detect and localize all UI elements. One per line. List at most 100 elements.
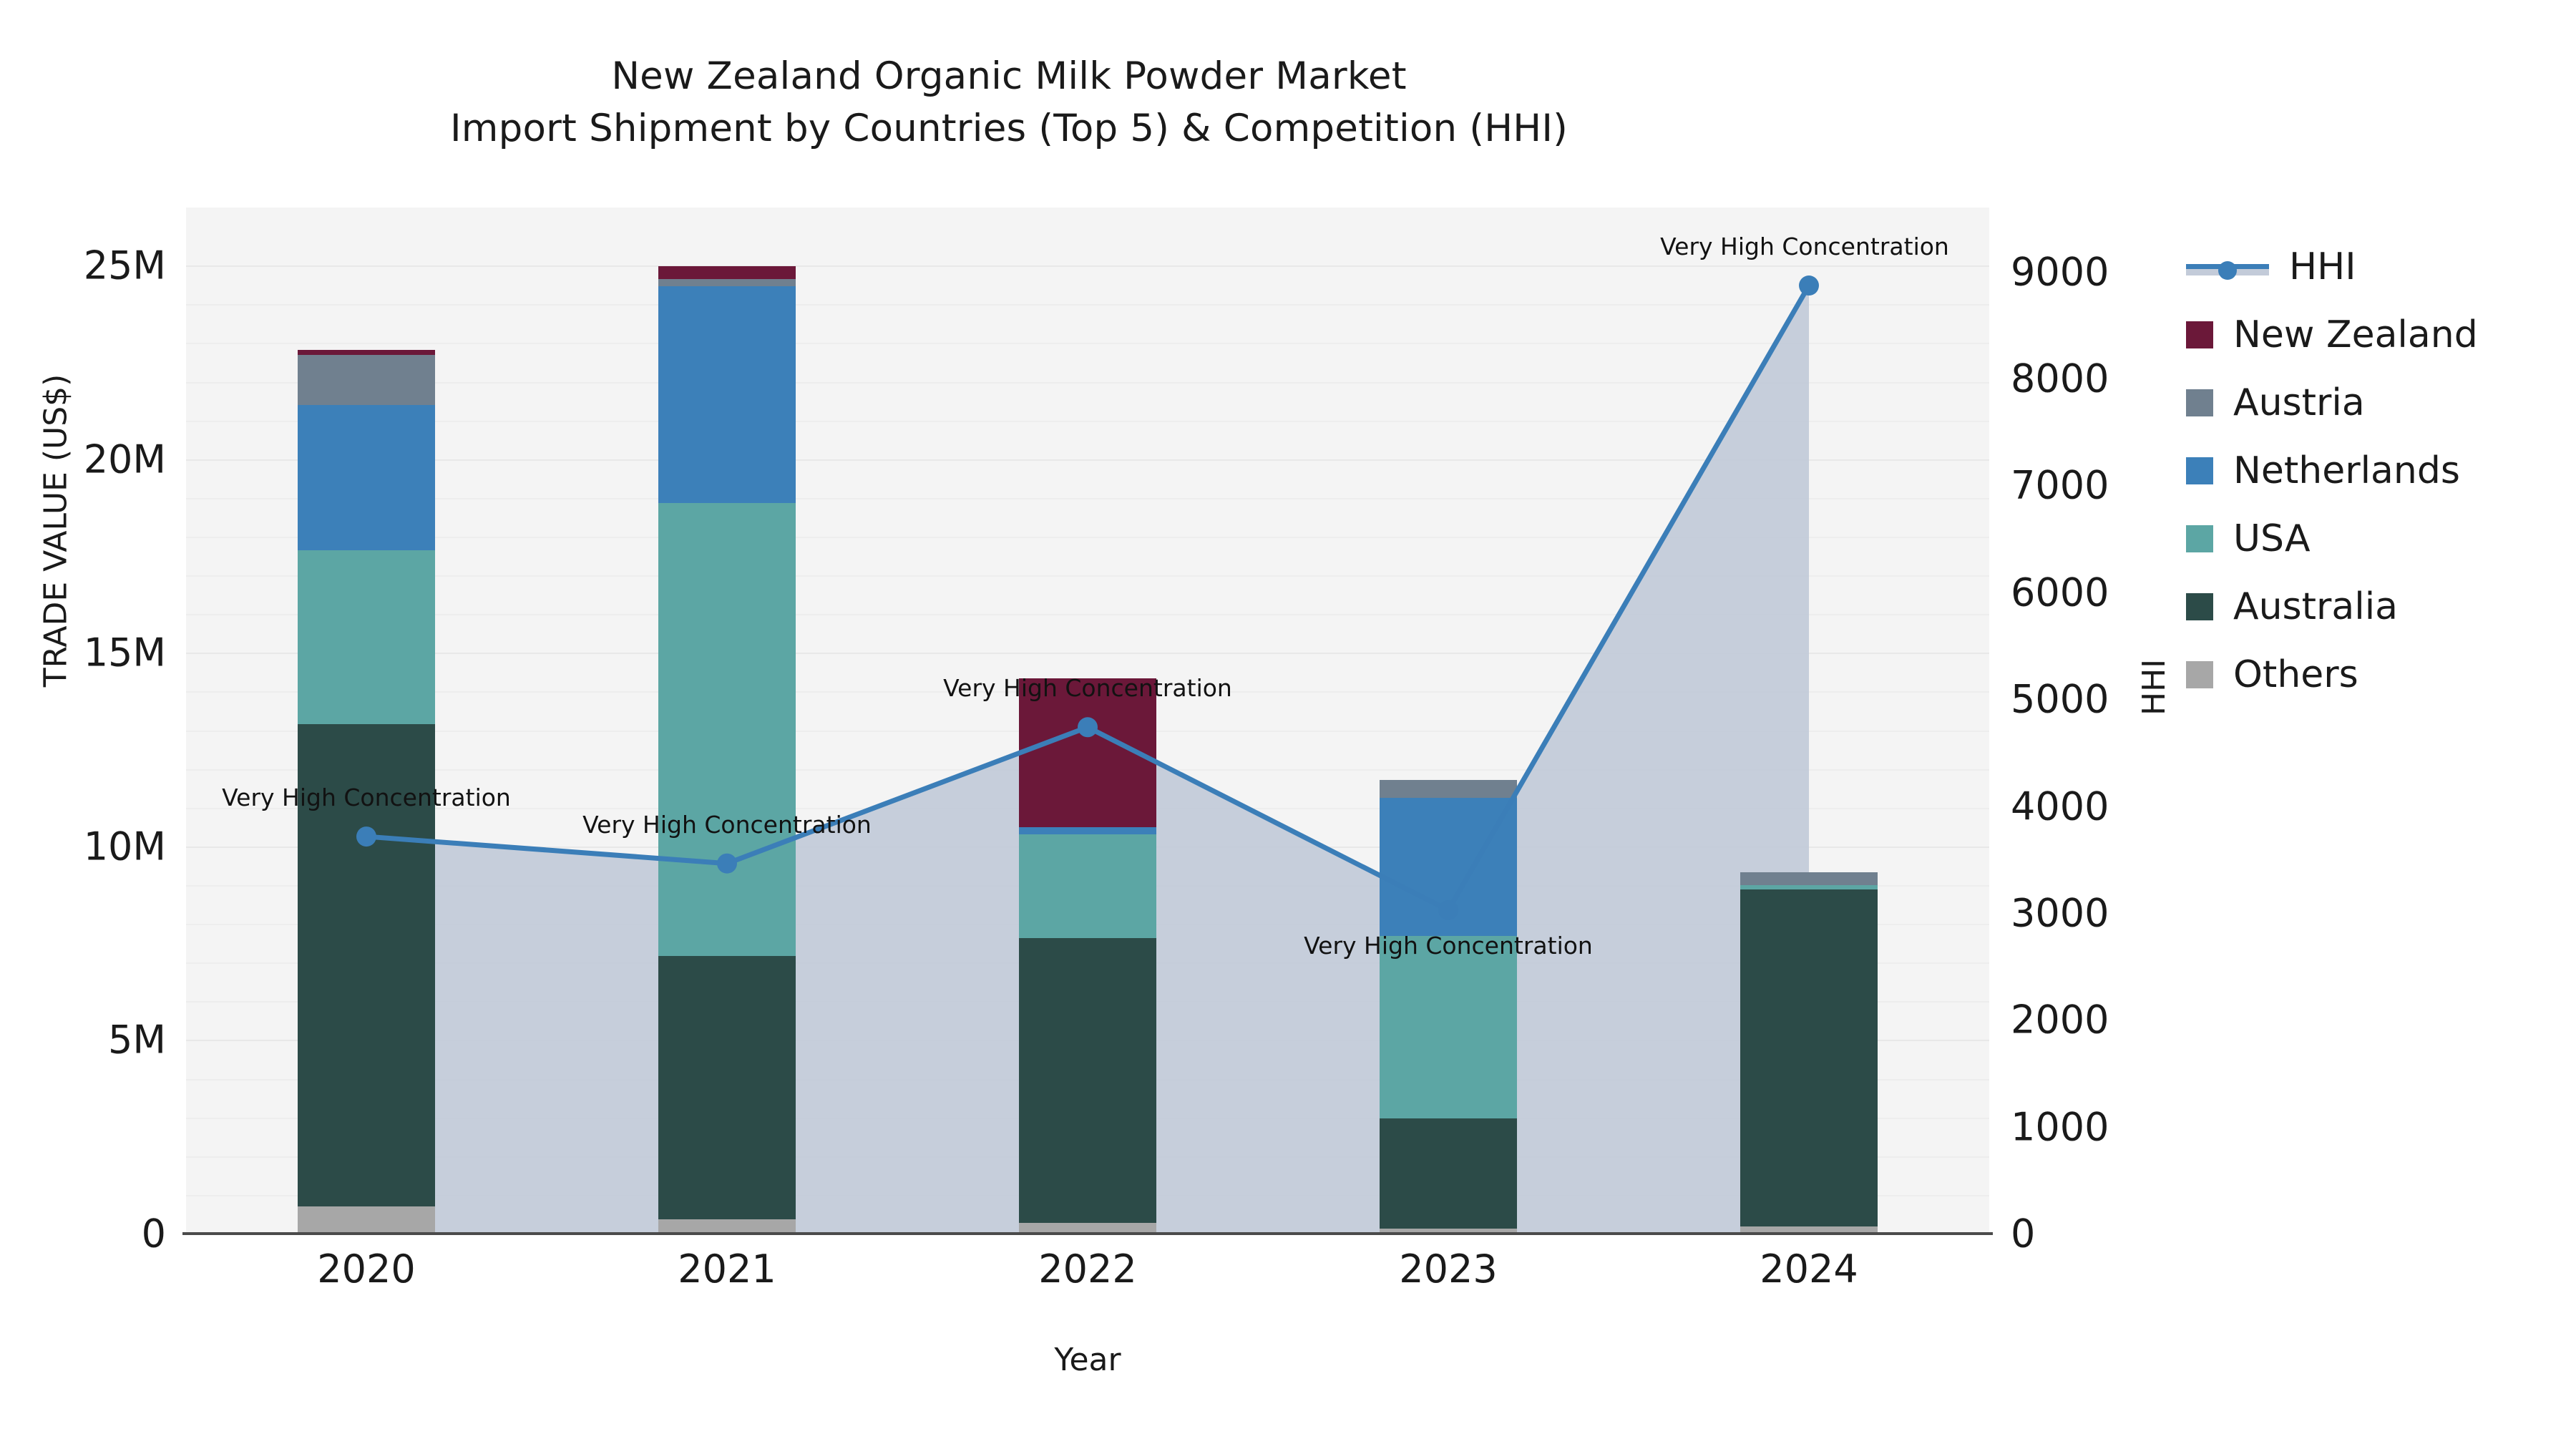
legend-swatch-icon	[2186, 592, 2213, 620]
bar-segment-australia-2020[interactable]	[298, 724, 435, 1207]
y-right-tick-3000: 3000	[2011, 890, 2109, 936]
bar-segment-austria-2023[interactable]	[1380, 779, 1517, 798]
x-tick-2023: 2023	[1399, 1246, 1498, 1292]
bar-group-2021[interactable]	[658, 208, 796, 1234]
bar-group-2020[interactable]	[298, 208, 435, 1234]
hhi-point-2022[interactable]	[1078, 717, 1098, 738]
bar-segment-australia-2023[interactable]	[1380, 1118, 1517, 1229]
bar-segment-australia-2021[interactable]	[658, 956, 796, 1219]
y-right-tick-5000: 5000	[2011, 676, 2109, 722]
y-right-tick-9000: 9000	[2011, 249, 2109, 295]
bar-segment-netherlands-2022[interactable]	[1019, 827, 1156, 835]
legend-item-others[interactable]: Others	[2186, 640, 2478, 708]
legend-swatch-icon	[2186, 321, 2213, 348]
hhi-point-2020[interactable]	[356, 826, 376, 847]
bar-group-2022[interactable]	[1019, 208, 1156, 1234]
x-axis-label: Year	[1054, 1342, 1121, 1378]
x-tick-2024: 2024	[1760, 1246, 1858, 1292]
legend-item-netherlands[interactable]: Netherlands	[2186, 436, 2478, 504]
gridline	[186, 343, 1989, 345]
gridline	[186, 304, 1989, 306]
bar-group-2024[interactable]	[1740, 208, 1878, 1234]
bar-segment-austria-2024[interactable]	[1740, 872, 1878, 885]
bar-segment-others-2020[interactable]	[298, 1206, 435, 1234]
legend-label: USA	[2233, 517, 2311, 560]
legend-item-hhi[interactable]: HHI	[2186, 233, 2478, 301]
gridline	[186, 265, 1989, 268]
annotation-2021: Very High Concentration	[582, 810, 872, 839]
bar-segment-australia-2024[interactable]	[1740, 889, 1878, 1227]
y-left-tick-10M: 10M	[83, 824, 166, 869]
bar-segment-new-zealand-2021[interactable]	[658, 265, 796, 279]
bar-segment-new-zealand-2020[interactable]	[298, 350, 435, 355]
gridline	[186, 381, 1989, 384]
gridline	[186, 459, 1989, 461]
y-left-tick-0: 0	[141, 1211, 166, 1257]
gridline	[186, 536, 1989, 538]
x-tick-2022: 2022	[1038, 1246, 1137, 1292]
bar-segment-austria-2020[interactable]	[298, 354, 435, 405]
legend-item-austria[interactable]: Austria	[2186, 369, 2478, 436]
bar-segment-usa-2020[interactable]	[298, 550, 435, 725]
plot-inner: Very High Concentration Very High Concent…	[186, 208, 1989, 1234]
y-right-tick-7000: 7000	[2011, 462, 2109, 508]
bar-segment-australia-2022[interactable]	[1019, 938, 1156, 1223]
bar-segment-others-2022[interactable]	[1019, 1222, 1156, 1234]
legend-swatch-icon	[2186, 389, 2213, 416]
hhi-point-2023[interactable]	[1438, 899, 1458, 920]
bar-segment-usa-2023[interactable]	[1380, 936, 1517, 1118]
x-axis-line	[182, 1232, 1993, 1235]
gridline	[186, 614, 1989, 616]
legend-swatch-icon	[2186, 660, 2213, 688]
gridline	[186, 497, 1989, 499]
legend-label: New Zealand	[2233, 313, 2478, 356]
gridline	[186, 420, 1989, 422]
legend-label: HHI	[2289, 245, 2356, 288]
legend-swatch-icon	[2186, 525, 2213, 552]
y-right-tick-6000: 6000	[2011, 570, 2109, 615]
y-left-tick-5M: 5M	[108, 1017, 166, 1063]
legend-label: Others	[2233, 653, 2358, 696]
x-tick-2020: 2020	[317, 1246, 416, 1292]
hhi-point-2024[interactable]	[1799, 275, 1819, 296]
legend-label: Netherlands	[2233, 449, 2460, 492]
annotation-2020: Very High Concentration	[222, 784, 511, 812]
chart-title-line-2: Import Shipment by Countries (Top 5) & C…	[449, 107, 1568, 151]
y-axis-right-label: HHI	[2136, 658, 2172, 716]
bar-segment-usa-2024[interactable]	[1740, 885, 1878, 890]
plot-area: Very High Concentration Very High Concent…	[186, 208, 1989, 1234]
y-right-tick-8000: 8000	[2011, 356, 2109, 401]
bar-segment-usa-2021[interactable]	[658, 502, 796, 957]
legend-item-new-zealand[interactable]: New Zealand	[2186, 301, 2478, 369]
bar-segment-others-2024[interactable]	[1740, 1226, 1878, 1234]
annotation-2022: Very High Concentration	[943, 674, 1232, 703]
legend-item-australia[interactable]: Australia	[2186, 572, 2478, 640]
hhi-point-2021[interactable]	[717, 853, 737, 874]
bar-segment-netherlands-2021[interactable]	[658, 286, 796, 503]
hhi-line-icon	[2186, 253, 2269, 280]
legend: HHI New Zealand Austria Netherlands USA Austr…	[2186, 233, 2478, 708]
legend-label: Austria	[2233, 381, 2365, 424]
y-right-tick-2000: 2000	[2011, 997, 2109, 1043]
y-left-tick-25M: 25M	[83, 243, 166, 288]
chart-title-line-1: New Zealand Organic Milk Powder Market	[611, 54, 1407, 98]
bar-segment-usa-2022[interactable]	[1019, 834, 1156, 939]
gridline	[186, 575, 1989, 577]
chart-title: New Zealand Organic Milk Powder Market I…	[0, 50, 2018, 155]
bar-segment-netherlands-2020[interactable]	[298, 404, 435, 550]
y-right-tick-0: 0	[2011, 1211, 2036, 1257]
legend-label: Australia	[2233, 585, 2399, 628]
annotation-2023: Very High Concentration	[1304, 931, 1593, 960]
y-axis-left-label: TRADE VALUE (US$)	[37, 374, 74, 688]
bar-segment-others-2023[interactable]	[1380, 1228, 1517, 1234]
y-left-tick-15M: 15M	[83, 630, 166, 675]
y-left-tick-20M: 20M	[83, 436, 166, 482]
hhi-line-overlay	[356, 275, 1819, 920]
bar-group-2023[interactable]	[1380, 208, 1517, 1234]
bar-segment-others-2021[interactable]	[658, 1219, 796, 1234]
bar-segment-austria-2021[interactable]	[658, 278, 796, 286]
legend-item-usa[interactable]: USA	[2186, 504, 2478, 572]
x-tick-2021: 2021	[678, 1246, 776, 1292]
legend-swatch-icon	[2186, 457, 2213, 484]
